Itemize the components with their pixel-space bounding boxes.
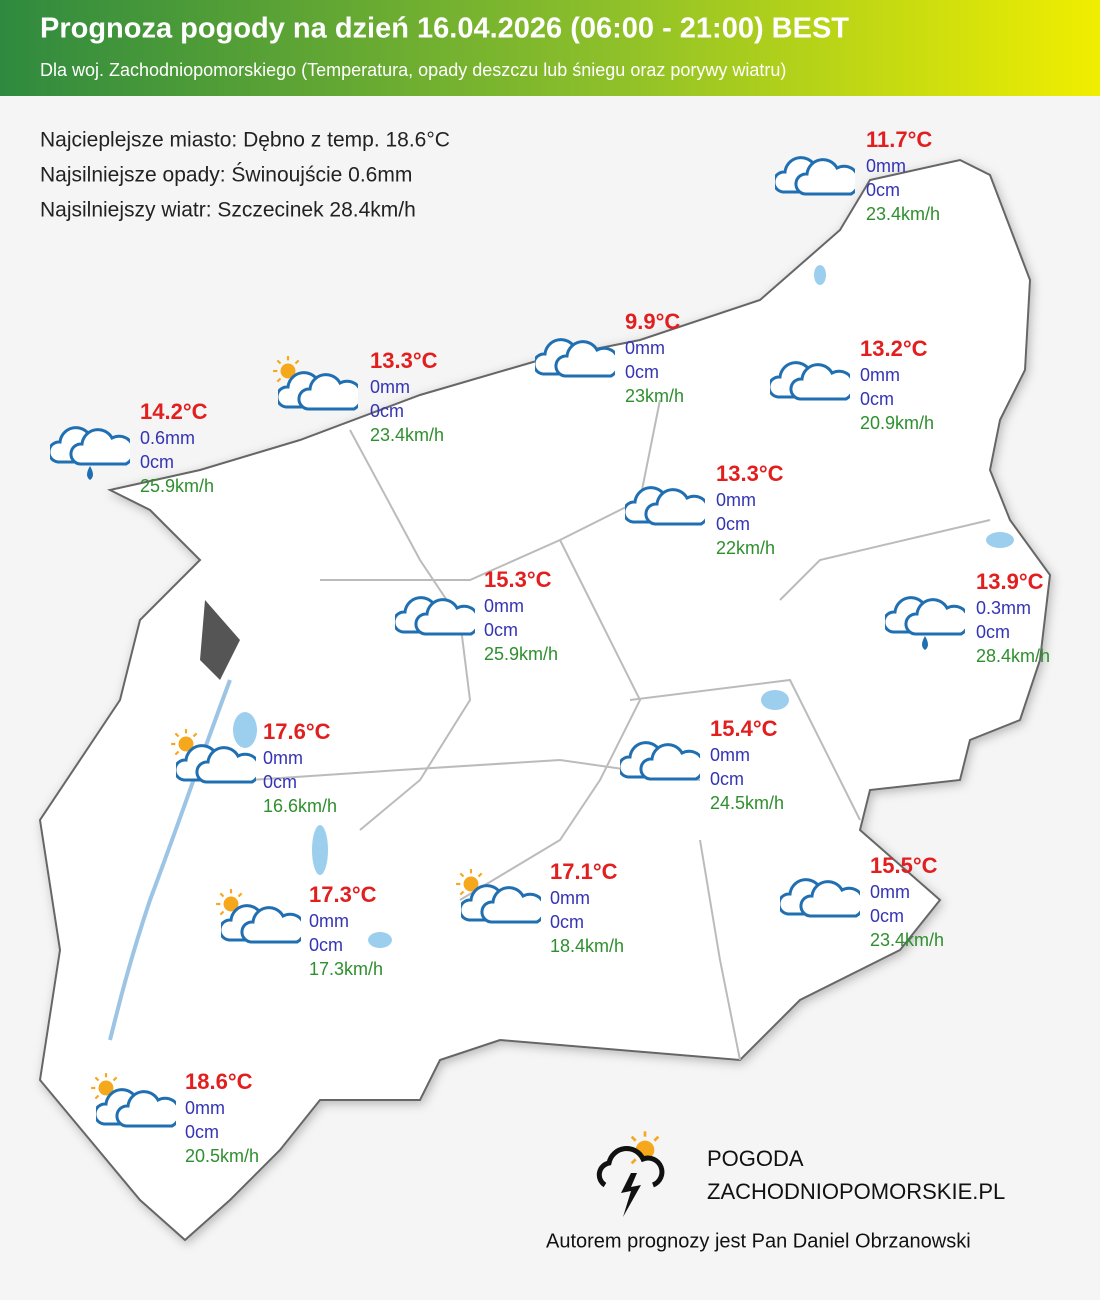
forecast-point: 13.3°C 0mm 0cm 23.4km/h [272,348,444,445]
cloud-icon [50,426,130,466]
temperature: 17.1°C [550,859,618,884]
locations: 14.2°C 0.6mm 0cm 25.9km/h 13.3°C 0mm 0cm 23.4km… [50,127,1050,1166]
summary-line: Najsilniejszy wiatr: Szczecinek 28.4km/h [40,199,416,222]
temperature: 14.2°C [140,399,208,424]
cloud-icon [775,156,855,196]
rain: 0.3mm [976,598,1031,618]
title: Prognoza pogody na dzień 16.04.2026 (06:… [40,13,849,45]
rain: 0mm [550,888,590,908]
logo [596,1130,665,1217]
forecast-point: 17.3°C 0mm 0cm 17.3km/h [215,882,383,979]
rain: 0mm [185,1098,225,1118]
wind: 28.4km/h [976,646,1050,666]
forecast-point: 13.3°C 0mm 0cm 22km/h [625,461,784,558]
wind: 25.9km/h [140,476,214,496]
forecast-point: 15.5°C 0mm 0cm 23.4km/h [780,853,944,950]
temperature: 17.3°C [309,882,377,907]
forecast-point: 15.4°C 0mm 0cm 24.5km/h [620,716,784,813]
snow: 0cm [263,772,297,792]
lakes [233,265,1014,948]
forecast-point: 17.6°C 0mm 0cm 16.6km/h [170,719,337,816]
temperature: 13.3°C [716,461,784,486]
wind: 25.9km/h [484,644,558,664]
rain: 0mm [263,748,303,768]
lagoon [200,600,240,680]
cloud-icon [535,338,615,378]
author: Autorem prognozy jest Pan Daniel Obrzano… [546,1230,971,1252]
logo-text: POGODA [707,1146,804,1171]
temperature: 15.4°C [710,716,778,741]
temperature: 13.2°C [860,336,928,361]
snow: 0cm [484,620,518,640]
subtitle: Dla woj. Zachodniopomorskiego (Temperatu… [40,60,786,80]
temperature: 15.3°C [484,567,552,592]
rain: 0mm [309,911,349,931]
snow: 0cm [976,622,1010,642]
forecast-point: 14.2°C 0.6mm 0cm 25.9km/h [50,399,214,496]
forecast-point: 13.9°C 0.3mm 0cm 28.4km/h [885,569,1050,666]
region-map [38,158,1052,1242]
forecast-point: 11.7°C 0mm 0cm 23.4km/h [775,127,940,224]
river [108,679,232,1041]
wind: 17.3km/h [309,959,383,979]
forecast-point: 9.9°C 0mm 0cm 23km/h [535,309,684,406]
rain: 0mm [710,745,750,765]
rain: 0mm [370,377,410,397]
wind: 22km/h [716,538,775,558]
snow: 0cm [860,389,894,409]
wind: 20.5km/h [185,1146,259,1166]
wind: 23.4km/h [870,930,944,950]
snow: 0cm [710,769,744,789]
rain: 0mm [870,882,910,902]
wind: 23.4km/h [866,204,940,224]
wind: 23.4km/h [370,425,444,445]
temperature: 18.6°C [185,1069,253,1094]
snow: 0cm [550,912,584,932]
temperature: 11.7°C [866,127,932,152]
rain-drop [922,636,928,650]
summary: Najcieplejsze miasto: Dębno z temp. 18.6… [40,129,450,222]
temperature: 9.9°C [625,309,680,334]
snow: 0cm [625,362,659,382]
rain: 0mm [866,156,906,176]
snow: 0cm [140,452,174,472]
rain: 0mm [625,338,665,358]
snow: 0cm [716,514,750,534]
snow: 0cm [866,180,900,200]
temperature: 13.3°C [370,348,438,373]
forecast-point: 18.6°C 0mm 0cm 20.5km/h [90,1069,259,1166]
forecast-point: 17.1°C 0mm 0cm 18.4km/h [455,859,624,956]
wind: 23km/h [625,386,684,406]
snow: 0cm [309,935,343,955]
rain-drop [87,466,93,480]
temperature: 13.9°C [976,569,1044,594]
wind: 16.6km/h [263,796,337,816]
snow: 0cm [185,1122,219,1142]
temperature: 17.6°C [263,719,331,744]
summary-line: Najcieplejsze miasto: Dębno z temp. 18.6… [40,129,450,152]
logo-text: ZACHODNIOPOMORSKIE.PL [707,1179,1005,1204]
rain: 0mm [716,490,756,510]
wind: 18.4km/h [550,936,624,956]
rain: 0.6mm [140,428,195,448]
temperature: 15.5°C [870,853,938,878]
forecast-point: 13.2°C 0mm 0cm 20.9km/h [770,336,934,433]
wind: 24.5km/h [710,793,784,813]
rain: 0mm [484,596,524,616]
snow: 0cm [370,401,404,421]
header-bar [0,0,1100,96]
forecast-point: 15.3°C 0mm 0cm 25.9km/h [395,567,558,664]
rain: 0mm [860,365,900,385]
snow: 0cm [870,906,904,926]
summary-line: Najsilniejsze opady: Świnoujście 0.6mm [40,163,412,187]
wind: 20.9km/h [860,413,934,433]
